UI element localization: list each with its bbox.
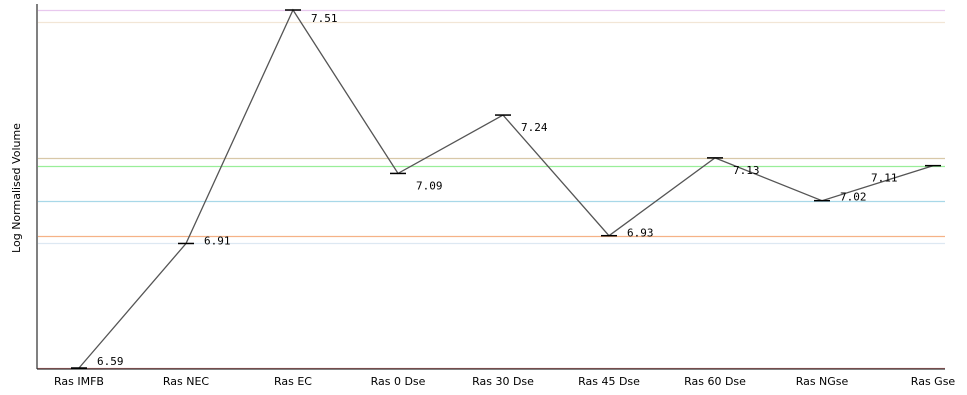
data-labels: 6.59 6.91 7.51 7.09 7.24 6.93 7.13 7.02 7.11 [97, 12, 898, 368]
data-label-1: 6.91 [204, 234, 231, 247]
data-label-3: 7.09 [416, 179, 443, 192]
series-line-path [78, 8, 934, 369]
data-label-6: 7.13 [733, 164, 760, 177]
x-tick-label-2: Ras EC [274, 375, 312, 388]
data-label-2: 7.51 [311, 12, 338, 25]
y-axis-label: Log Normalised Volume [10, 123, 23, 253]
x-tick-label-7: Ras NGse [796, 375, 849, 388]
data-label-5: 6.93 [627, 227, 654, 240]
data-label-0: 6.59 [97, 355, 124, 368]
data-label-4: 7.24 [521, 121, 548, 134]
x-tick-label-5: Ras 45 Dse [578, 375, 640, 388]
x-tick-label-3: Ras 0 Dse [371, 375, 426, 388]
x-tick-label-6: Ras 60 Dse [684, 375, 746, 388]
x-tick-label-1: Ras NEC [163, 375, 210, 388]
reference-lines [38, 9, 945, 370]
x-tick-label-8: Ras Gse [911, 375, 956, 388]
series-line [78, 8, 934, 369]
x-tick-label-4: Ras 30 Dse [472, 375, 534, 388]
x-tick-labels: Ras IMFB Ras NEC Ras EC Ras 0 Dse Ras 30 Dse… [54, 375, 955, 388]
data-label-7: 7.02 [840, 191, 867, 204]
data-label-8: 7.11 [871, 172, 898, 185]
data-markers [71, 9, 941, 369]
x-tick-label-0: Ras IMFB [54, 375, 104, 388]
